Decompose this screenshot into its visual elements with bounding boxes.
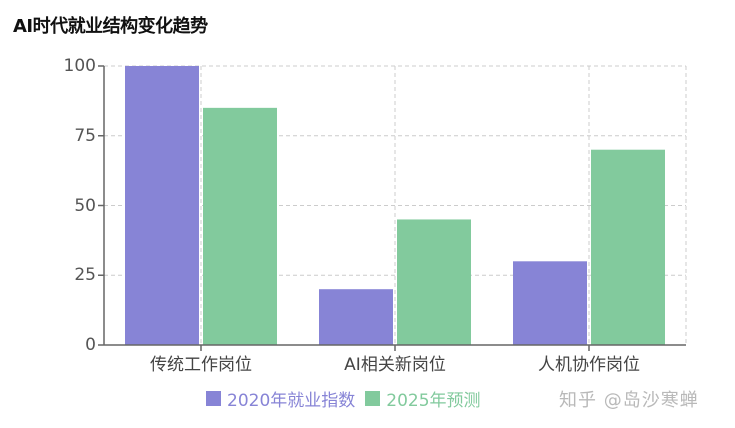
- bar-0-1[interactable]: [319, 289, 393, 345]
- bar-1-0[interactable]: [203, 107, 277, 345]
- watermark: 知乎 @岛沙寒蝉: [559, 390, 699, 411]
- legend: 2020年就业指数 2025年预测: [206, 386, 491, 411]
- legend-item-2025[interactable]: 2025年预测: [365, 386, 481, 411]
- x-tick-label: 人机协作岗位: [538, 355, 640, 375]
- y-tick-label: 100: [63, 56, 96, 76]
- bar-0-2[interactable]: [513, 261, 587, 345]
- bar-1-1[interactable]: [397, 219, 471, 345]
- bar-0-0[interactable]: [125, 66, 199, 345]
- grid-lines: [104, 65, 687, 345]
- y-tick-label: 75: [74, 125, 96, 146]
- x-tick-label: 传统工作岗位: [150, 355, 252, 375]
- y-tick-label: 25: [74, 265, 96, 286]
- legend-label-2025: 2025年预测: [386, 391, 481, 411]
- x-tick-label: AI相关新岗位: [344, 355, 446, 375]
- y-tick-label: 50: [74, 195, 96, 216]
- legend-label-2020: 2020年就业指数: [227, 391, 356, 411]
- bar-1-2[interactable]: [591, 149, 665, 345]
- legend-swatch-2025: [365, 391, 381, 406]
- bars: [125, 66, 665, 345]
- legend-item-2020[interactable]: 2020年就业指数: [206, 386, 355, 411]
- legend-swatch-2020: [206, 391, 221, 406]
- y-tick-label: 0: [85, 335, 96, 355]
- axes: [98, 65, 686, 351]
- chart-title: AI时代就业结构变化趋势: [13, 16, 208, 37]
